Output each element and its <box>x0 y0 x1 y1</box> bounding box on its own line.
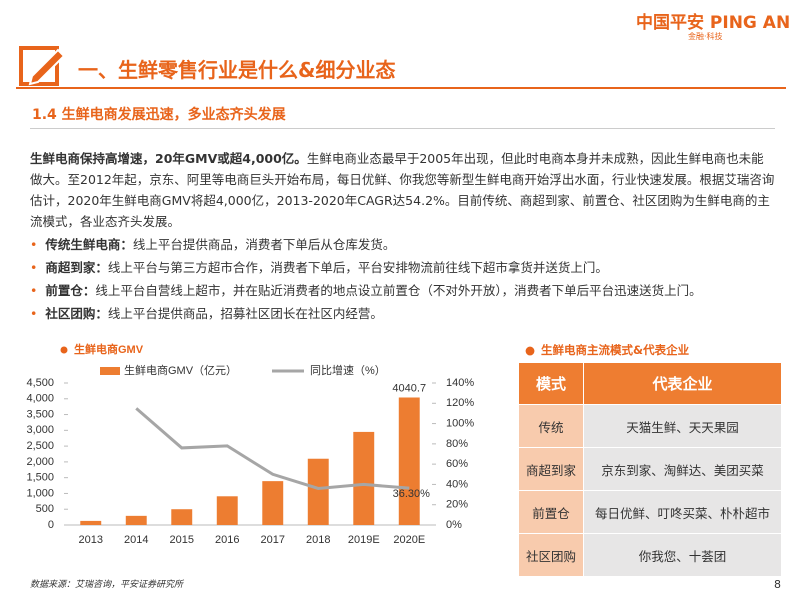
bar <box>353 431 375 525</box>
header-rule <box>16 87 786 89</box>
y-tick-label: 500 <box>36 503 54 515</box>
bullet-term: 社区团购： <box>45 306 108 321</box>
y-tick-label: 4,500 <box>26 377 54 389</box>
bar-value-label: 4040.7 <box>392 382 426 394</box>
table-title: ● 生鲜电商主流模式&代表企业 <box>525 343 690 357</box>
y-tick-label: 1,500 <box>26 472 54 484</box>
table-title-text: 生鲜电商主流模式&代表企业 <box>541 343 690 357</box>
logo: 中国平安 PING AN <box>636 8 790 33</box>
table-cell: 你我您、十荟团 <box>583 533 782 577</box>
logo-cn: 中国平安 <box>636 13 704 33</box>
bullet: 传统生鲜电商：线上平台提供商品，消费者下单后从仓库发货。 <box>30 234 775 255</box>
table-cell: 天猫生鲜、天天果园 <box>583 404 782 448</box>
bar <box>398 397 420 525</box>
x-tick-label: 2018 <box>306 534 330 546</box>
logo-tagline: 金融·科技 <box>688 32 723 41</box>
bullet: 商超到家：线上平台与第三方超市合作，消费者下单后，平台安排物流前往线下超市拿货并… <box>30 257 775 278</box>
legend-label: 同比增速（%） <box>310 363 386 377</box>
chart: 生鲜电商GMV 0 500 1,000 1,500 2,000 2,500 3,000 3,50… <box>26 342 474 546</box>
bullet-term: 传统生鲜电商： <box>45 237 133 252</box>
table-cell: 商超到家 <box>518 447 584 491</box>
table-row: 前置仓 每日优鲜、叮咚买菜、朴朴超市 <box>518 490 782 534</box>
bar <box>216 496 238 525</box>
bar <box>262 481 284 525</box>
bullet-term: 前置仓： <box>45 283 96 298</box>
legend-swatch <box>100 367 120 375</box>
y-tick-label: 2,000 <box>26 456 54 468</box>
line <box>135 407 410 491</box>
intro: 生鲜电商保持高增速，20年GMV或超4,000亿。生鲜电商业态最早于2005年出… <box>30 148 775 324</box>
y2-tick-label: 20% <box>446 499 468 511</box>
x-tick-label: 2020E <box>393 534 425 546</box>
bullet-text: 线上平台提供商品，消费者下单后从仓库发货。 <box>132 237 396 252</box>
bullet-text: 线上平台与第三方超市合作，消费者下单后，平台安排物流前往线下超市拿货并送货上门。 <box>107 260 608 275</box>
x-tick-label: 2014 <box>124 534 148 546</box>
line-value-label: 36.30% <box>393 488 431 500</box>
table-header-row: 模式 代表企业 <box>518 362 782 405</box>
y-tick-label: 3,500 <box>26 408 54 420</box>
header-title: 一、生鲜零售行业是什么&细分业态 <box>78 58 396 82</box>
table-header-cell: 模式 <box>518 362 584 405</box>
x-tick-label: 2017 <box>261 534 285 546</box>
table: 模式 代表企业 传统 天猫生鲜、天天果园 商超到家 京东到家、淘鲜达、美团买菜 前置仓 每日优… <box>518 362 782 577</box>
y2-tick-label: 40% <box>446 478 468 490</box>
y-tick-label: 4,000 <box>26 393 54 405</box>
intro-text: 生鲜电商业态最早于2005年出现，但此时电商本身并未成熟，因此生鲜电商也未能做大… <box>30 151 775 229</box>
x-tick-label: 2016 <box>215 534 239 546</box>
intro-paragraph: 生鲜电商保持高增速，20年GMV或超4,000亿。生鲜电商业态最早于2005年出… <box>30 148 775 232</box>
bar <box>171 509 193 525</box>
chart-title-dot <box>60 346 68 354</box>
table-cell: 每日优鲜、叮咚买菜、朴朴超市 <box>583 490 782 534</box>
table-cell: 京东到家、淘鲜达、美团买菜 <box>583 447 782 491</box>
bullet-list: 传统生鲜电商：线上平台提供商品，消费者下单后从仓库发货。商超到家：线上平台与第三… <box>30 234 775 324</box>
bar <box>80 520 102 525</box>
page-number: 8 <box>774 578 781 591</box>
y-tick-label: 1,000 <box>26 487 54 499</box>
source: 数据来源：艾瑞咨询，平安证券研究所 <box>30 580 184 590</box>
bar <box>307 458 329 525</box>
y2-tick-label: 80% <box>446 438 468 450</box>
bullet: 前置仓：线上平台自营线上超市，并在贴近消费者的地点设立前置仓（不对外开放），消费… <box>30 280 775 301</box>
bullet: 社区团购：线上平台提供商品，招募社区团长在社区内经营。 <box>30 303 775 324</box>
legend-label: 生鲜电商GMV（亿元） <box>124 363 237 377</box>
y-tick-label: 2,500 <box>26 440 54 452</box>
bar <box>125 515 147 525</box>
table-row: 传统 天猫生鲜、天天果园 <box>518 404 782 448</box>
y2-tick-label: 100% <box>446 417 474 429</box>
header-icon <box>19 46 66 86</box>
x-tick-label: 2019E <box>348 534 380 546</box>
y-tick-label: 3,000 <box>26 424 54 436</box>
y-tick-label: 0 <box>48 519 54 531</box>
table-row: 商超到家 京东到家、淘鲜达、美团买菜 <box>518 447 782 491</box>
bullet-text: 线上平台提供商品，招募社区团长在社区内经营。 <box>107 306 383 321</box>
y2-tick-label: 120% <box>446 397 474 409</box>
table-cell: 社区团购 <box>518 533 584 577</box>
y2-tick-label: 60% <box>446 458 468 470</box>
y2-tick-label: 140% <box>446 377 474 389</box>
table-cell: 传统 <box>518 404 584 448</box>
y2-tick-label: 0% <box>446 519 462 531</box>
bullet-term: 商超到家： <box>45 260 108 275</box>
x-tick-label: 2013 <box>79 534 103 546</box>
x-tick-label: 2015 <box>170 534 194 546</box>
subtitle: 1.4 生鲜电商发展迅速，多业态齐头发展 <box>32 107 286 123</box>
table-cell: 前置仓 <box>518 490 584 534</box>
chart-title: 生鲜电商GMV <box>74 342 144 356</box>
logo-en: PING AN <box>709 13 791 33</box>
bullet-text: 线上平台自营线上超市，并在贴近消费者的地点设立前置仓（不对外开放），消费者下单后… <box>95 283 702 298</box>
table-row: 社区团购 你我您、十荟团 <box>518 533 782 577</box>
intro-lead: 生鲜电商保持高增速，20年GMV或超4,000亿。 <box>30 151 307 166</box>
subtitle-rule <box>30 128 775 129</box>
table-header-cell: 代表企业 <box>583 362 782 405</box>
